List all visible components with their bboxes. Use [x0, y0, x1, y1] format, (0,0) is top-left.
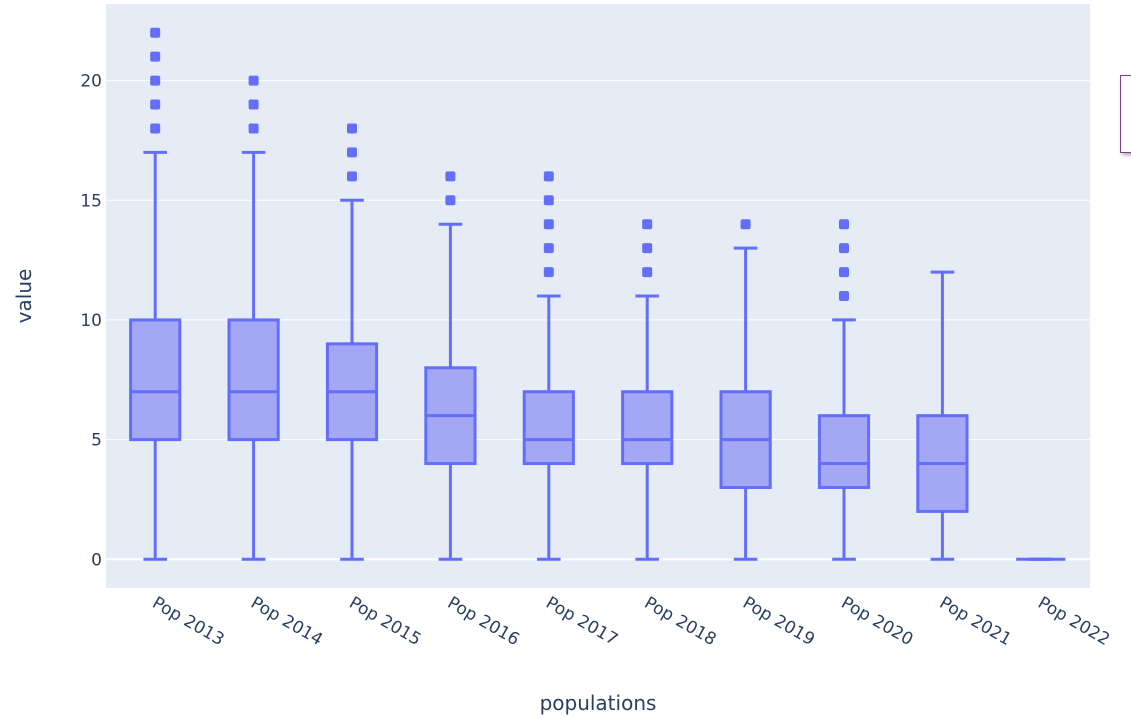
box-pop-2020	[817, 219, 871, 561]
boxes	[129, 27, 1066, 561]
x-tick-label: Pop 2021	[936, 593, 1015, 650]
outlier-point	[150, 123, 161, 134]
y-axis-title: value	[12, 269, 36, 324]
outlier-point	[543, 219, 554, 230]
x-tick-label: Pop 2013	[149, 593, 228, 650]
outlier-point	[839, 291, 849, 301]
box-pop-2015	[325, 123, 379, 561]
box-iqr	[817, 414, 871, 489]
outlier-point	[642, 243, 653, 254]
box-pop-2018	[621, 219, 674, 561]
outlier-point	[347, 123, 357, 134]
outlier-point	[347, 171, 357, 182]
outlier-point	[839, 243, 849, 254]
outlier-point	[150, 99, 161, 110]
x-tick-label: Pop 2017	[542, 593, 621, 650]
outlier-point	[150, 51, 161, 62]
outlier-point	[740, 219, 751, 230]
outlier-point	[543, 243, 554, 254]
box-iqr	[129, 318, 182, 442]
box-iqr	[227, 318, 280, 442]
x-tick-label: Pop 2019	[739, 593, 818, 650]
outlier-point	[445, 171, 456, 182]
outlier-point	[543, 171, 554, 182]
outlier-point	[150, 75, 161, 86]
box-pop-2013	[129, 27, 182, 561]
outlier-point	[248, 123, 259, 134]
x-axis-ticks: Pop 2013 Pop 2014 Pop 2015 Pop 2016 Pop 2017…	[149, 593, 1113, 650]
outlier-point	[543, 195, 554, 206]
y-axis-ticks: 0 5 10 15 20	[80, 72, 102, 571]
x-tick-label: Pop 2015	[346, 593, 425, 650]
y-tick-label: 0	[91, 550, 102, 570]
outlier-point	[347, 147, 357, 158]
outlier-point	[150, 27, 161, 38]
outlier-point	[543, 267, 554, 278]
x-axis-title: populations	[540, 691, 657, 715]
x-tick-label: Pop 2016	[444, 593, 523, 650]
x-tick-label: Pop 2020	[838, 593, 917, 650]
y-tick-label: 10	[80, 311, 102, 331]
outlier-point	[642, 219, 653, 230]
box-pop-2017	[522, 171, 575, 561]
box-iqr	[522, 390, 575, 466]
outlier-point	[445, 195, 456, 206]
box-pop-2021	[916, 270, 969, 561]
outlier-point	[248, 75, 259, 86]
y-tick-label: 5	[91, 431, 102, 451]
legend-box	[1120, 75, 1131, 153]
y-tick-label: 15	[80, 191, 102, 211]
x-tick-label: Pop 2014	[247, 593, 326, 650]
x-tick-label: Pop 2022	[1034, 593, 1113, 650]
x-tick-label: Pop 2018	[641, 593, 720, 650]
y-tick-label: 20	[80, 72, 102, 92]
box-pop-2019	[719, 219, 772, 561]
outlier-point	[839, 219, 849, 230]
outlier-point	[248, 99, 259, 110]
box-pop-2016	[424, 171, 477, 561]
box-iqr	[621, 390, 674, 466]
outlier-point	[642, 267, 653, 278]
box-pop-2014	[227, 75, 280, 561]
outlier-point	[839, 267, 849, 278]
